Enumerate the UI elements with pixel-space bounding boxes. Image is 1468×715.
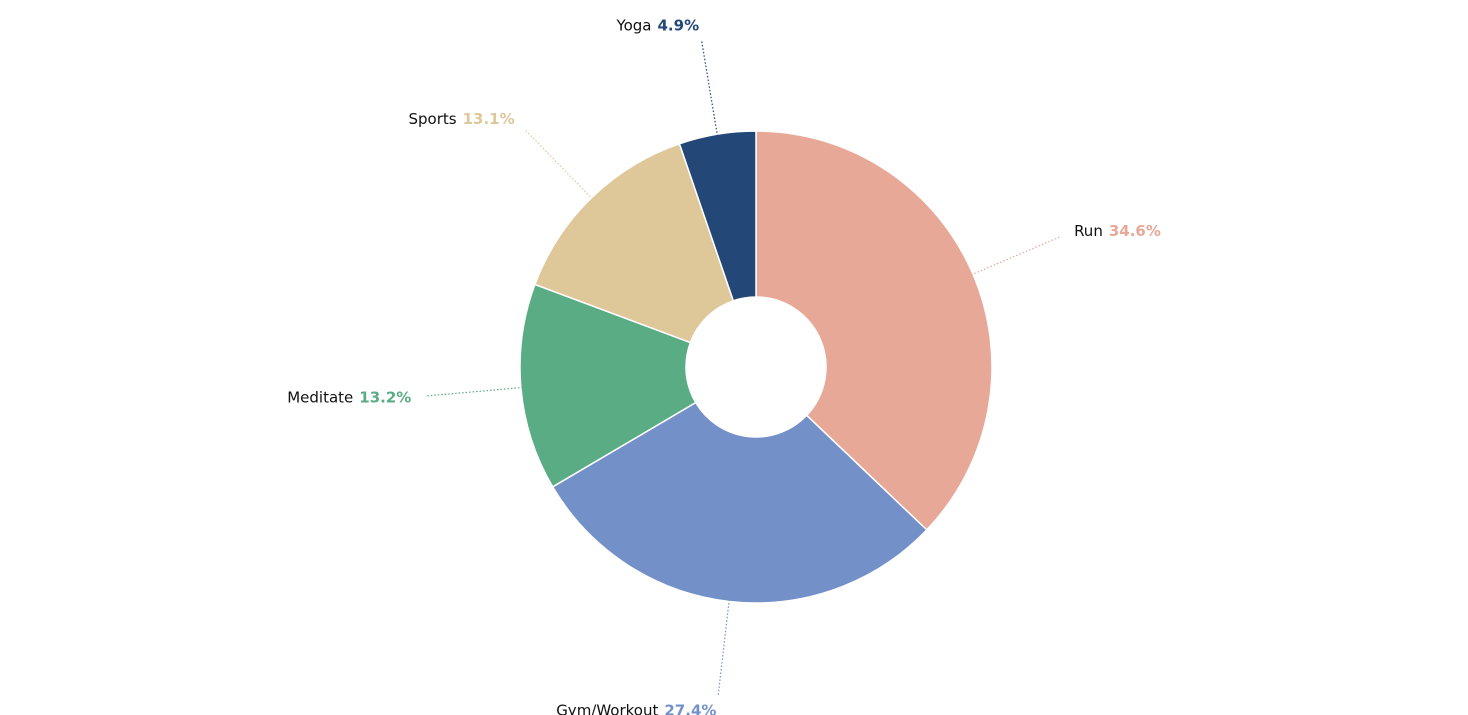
category-name: Run [1074,221,1103,239]
leader-line [970,236,1061,276]
slice [519,283,697,488]
slice [755,130,993,531]
leader-line [717,599,730,696]
slice-label: Run 34.6% [1074,221,1161,239]
leader-line [524,129,594,200]
value-label: 13.2% [359,388,411,406]
slice-label: Yoga 4.9% [615,16,699,34]
slice-label: Gym/Workout 27.4% [556,701,716,715]
slice [533,142,735,344]
slice-label: Sports 13.1% [409,110,515,128]
category-name: Yoga [615,16,651,34]
slice-label: Meditate 13.2% [287,388,411,406]
leader-line [426,386,523,397]
value-label: 13.1% [463,110,515,128]
value-label: 27.4% [664,701,716,715]
category-name: Sports [409,110,457,128]
category-name: Gym/Workout [556,701,658,715]
value-label: 34.6% [1109,221,1161,239]
value-label: 4.9% [658,16,700,34]
category-name: Meditate [287,388,353,406]
slice [551,401,928,604]
leader-line [700,40,719,137]
slice [678,130,757,302]
